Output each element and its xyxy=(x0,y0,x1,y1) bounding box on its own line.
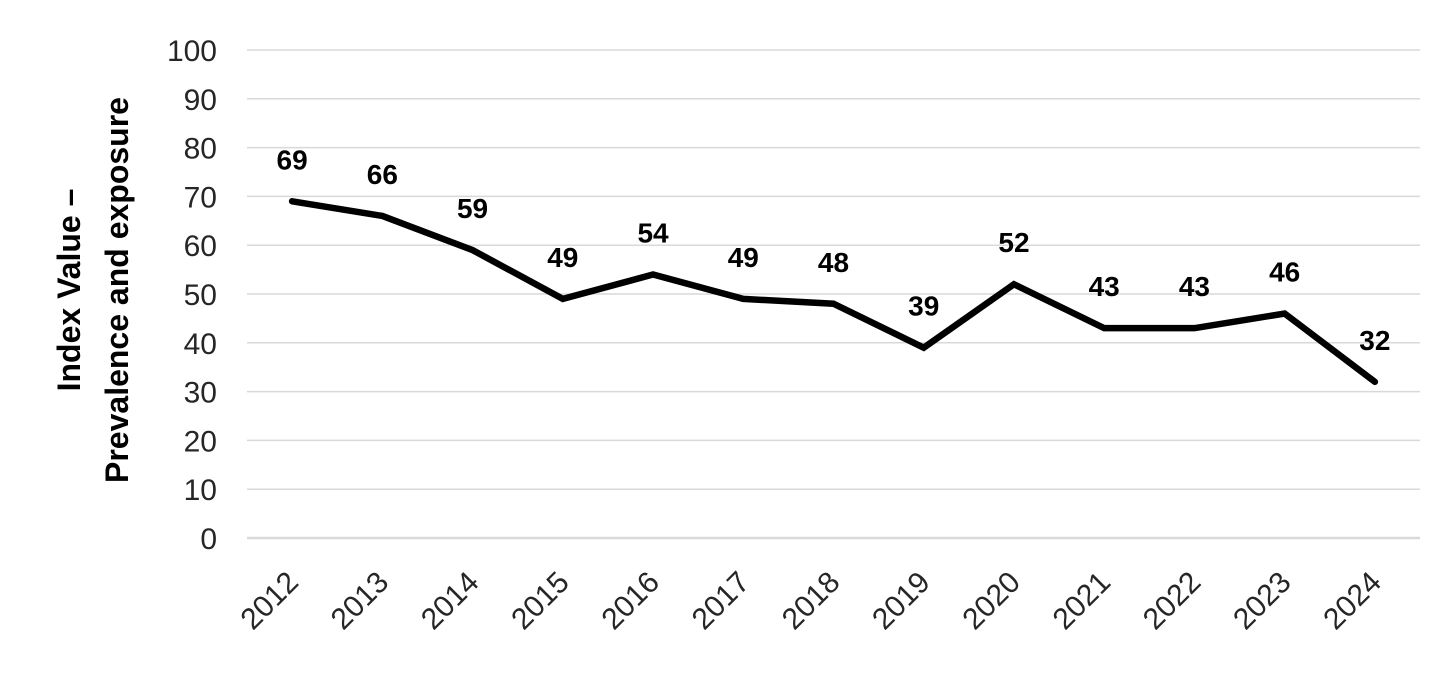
x-tick-label: 2021 xyxy=(1047,566,1118,637)
y-tick-label: 60 xyxy=(184,230,217,263)
data-label: 32 xyxy=(1359,325,1390,356)
y-tick-label: 70 xyxy=(184,181,217,214)
x-tick-label: 2020 xyxy=(956,566,1027,637)
x-tick-label: 2013 xyxy=(325,566,396,637)
data-label: 43 xyxy=(1179,271,1210,302)
y-tick-label: 100 xyxy=(167,35,217,68)
y-tick-label: 80 xyxy=(184,133,217,166)
y-tick-label: 20 xyxy=(184,425,217,458)
y-tick-label: 30 xyxy=(184,377,217,410)
data-label: 59 xyxy=(457,193,488,224)
y-axis-title: Index Value – Prevalence and exposure xyxy=(45,10,145,570)
x-tick-label: 2015 xyxy=(505,566,576,637)
y-tick-label: 10 xyxy=(184,474,217,507)
data-label: 46 xyxy=(1269,257,1300,288)
y-tick-label: 90 xyxy=(184,84,217,117)
y-tick-label: 0 xyxy=(200,523,217,556)
data-label: 48 xyxy=(818,247,849,278)
data-label: 39 xyxy=(908,291,939,322)
x-tick-label: 2016 xyxy=(595,566,666,637)
y-axis-title-line2: Prevalence and exposure xyxy=(99,97,135,483)
data-label: 49 xyxy=(728,242,759,273)
y-tick-label: 40 xyxy=(184,328,217,361)
x-tick-label: 2023 xyxy=(1227,566,1298,637)
x-tick-label: 2014 xyxy=(415,566,486,637)
data-line-series xyxy=(288,198,1379,386)
x-tick-label: 2024 xyxy=(1317,566,1388,637)
data-label: 66 xyxy=(367,159,398,190)
x-tick-label: 2018 xyxy=(776,566,847,637)
y-axis-title-line1: Index Value – xyxy=(51,188,87,392)
x-tick-label: 2019 xyxy=(866,566,937,637)
data-label: 69 xyxy=(277,144,308,175)
x-tick-label: 2017 xyxy=(686,566,757,637)
data-label: 49 xyxy=(547,242,578,273)
data-label: 54 xyxy=(637,217,669,248)
data-label: 52 xyxy=(998,227,1029,258)
x-tick-label: 2022 xyxy=(1137,566,1208,637)
y-tick-label: 50 xyxy=(184,279,217,312)
data-label: 43 xyxy=(1089,271,1120,302)
x-tick-label: 2012 xyxy=(235,566,306,637)
